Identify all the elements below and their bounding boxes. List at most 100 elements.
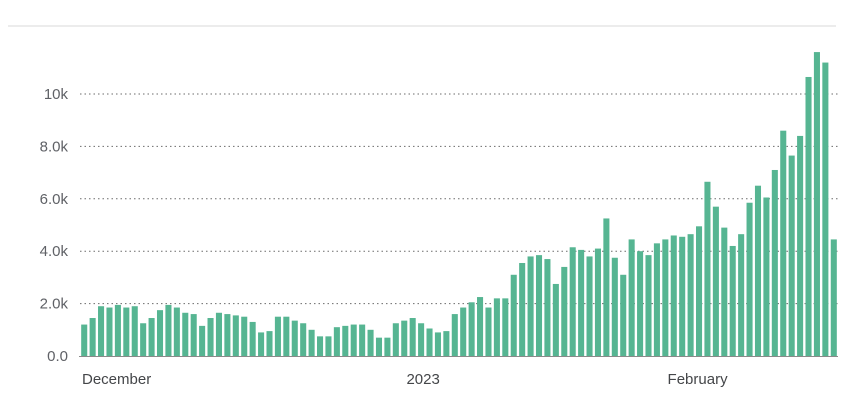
y-tick-label: 4.0k: [40, 243, 69, 260]
bar: [308, 329, 315, 356]
bar: [662, 239, 669, 356]
bar: [721, 227, 728, 356]
bar: [813, 52, 820, 356]
bar: [510, 274, 517, 356]
y-tick-label: 10k: [44, 86, 69, 103]
bar: [443, 331, 450, 356]
bar: [81, 324, 88, 356]
bar: [274, 316, 281, 356]
bar: [215, 312, 222, 356]
bar: [123, 307, 130, 356]
bar: [477, 297, 484, 356]
bar: [712, 206, 719, 356]
bar: [637, 251, 644, 356]
bar: [746, 202, 753, 356]
bar: [173, 307, 180, 356]
bar: [451, 314, 458, 356]
y-tick-label: 6.0k: [40, 191, 69, 208]
y-tick-label: 8.0k: [40, 138, 69, 155]
bar: [519, 262, 526, 356]
bar: [317, 336, 324, 356]
bar: [434, 332, 441, 356]
bar: [788, 155, 795, 356]
bar: [628, 239, 635, 356]
bar: [780, 130, 787, 356]
bar: [156, 310, 164, 356]
bar: [535, 255, 543, 356]
bar: [569, 247, 576, 356]
bar: [418, 323, 425, 356]
bar: [266, 331, 273, 356]
bar: [696, 226, 703, 356]
bar: [830, 239, 837, 356]
bar: [140, 323, 147, 356]
y-tick-label: 2.0k: [40, 296, 69, 313]
bar: [350, 324, 357, 356]
bar: [797, 135, 804, 356]
bar: [586, 256, 593, 356]
bar: [645, 255, 652, 356]
bar: [409, 318, 416, 356]
bar: [283, 316, 290, 356]
bar: [384, 337, 391, 356]
bar: [199, 325, 206, 356]
bar: [620, 274, 627, 356]
bar: [738, 234, 745, 356]
bar: [611, 257, 618, 356]
bar: [375, 337, 383, 356]
bar: [763, 197, 770, 356]
y-tick-label: 0.0: [47, 348, 68, 365]
bar: [729, 245, 736, 356]
bar: [106, 307, 113, 356]
bar: [131, 306, 138, 356]
bar: [401, 320, 408, 356]
bar: [653, 243, 660, 356]
bar: [325, 336, 332, 356]
bar: [258, 332, 265, 356]
y-axis-tick-labels: 0.0 2.0k 4.0k 6.0k 8.0k 10k: [40, 86, 69, 365]
bar: [552, 283, 559, 356]
bar: [392, 323, 399, 356]
gridlines: [80, 93, 838, 305]
bar: [300, 323, 307, 356]
bar: [359, 324, 366, 356]
bar: [114, 304, 121, 356]
bar: [224, 314, 231, 356]
bar: [182, 312, 189, 356]
x-axis-tick-labels: December 2023 February: [82, 371, 728, 388]
bar: [367, 329, 374, 356]
bar: [805, 76, 812, 356]
bar: [291, 320, 298, 356]
x-tick-label: December: [82, 371, 151, 388]
bar: [687, 234, 694, 356]
bar: [207, 318, 214, 356]
bar: [822, 62, 829, 357]
x-tick-label: February: [668, 371, 729, 388]
bar: [468, 302, 475, 356]
bar: [493, 298, 500, 356]
bar: [670, 235, 677, 356]
bar: [148, 318, 155, 356]
bar: [679, 236, 686, 356]
bar: [594, 248, 601, 356]
x-tick-label: 2023: [406, 371, 439, 388]
bar: [485, 307, 492, 356]
bars: [81, 52, 837, 357]
bar: [89, 318, 96, 356]
bar: [561, 266, 568, 356]
bar: [771, 169, 778, 356]
bar: [704, 181, 711, 356]
bar: [544, 259, 551, 356]
bar: [98, 306, 105, 356]
bar: [249, 321, 256, 356]
bar: [603, 218, 610, 356]
bar: [460, 307, 467, 356]
bar: [578, 249, 585, 356]
bar: [190, 314, 197, 356]
bar: [165, 304, 172, 356]
bar: [754, 185, 762, 356]
bar: [232, 315, 239, 356]
bar: [527, 256, 534, 356]
bar: [241, 316, 248, 356]
